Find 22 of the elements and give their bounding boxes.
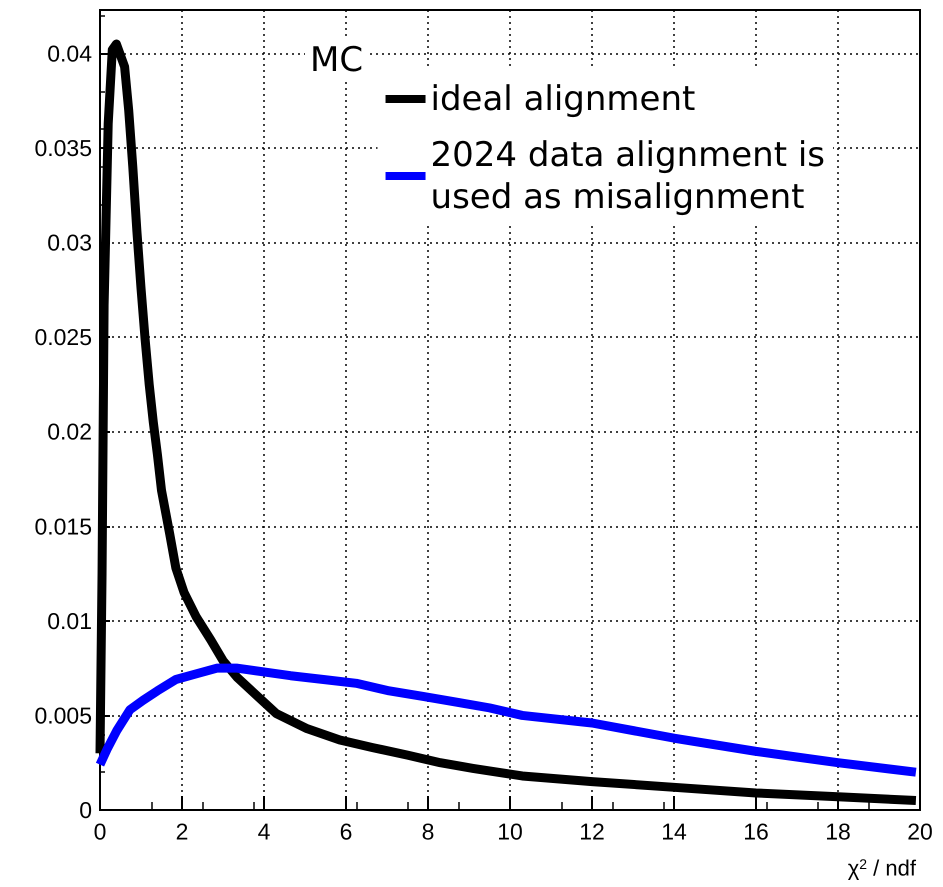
legend-label: ideal alignment [430, 79, 696, 119]
legend-label: 2024 data alignment is used as misalignment [430, 135, 826, 217]
x-tick-label: 18 [825, 818, 851, 844]
x-tick-label: 4 [258, 818, 271, 844]
y-tick-label: 0.02 [47, 418, 92, 445]
y-tick-label: 0.01 [47, 608, 92, 634]
y-tick-label: 0.03 [47, 230, 92, 256]
y-tick-label: 0.035 [34, 135, 92, 162]
legend-title: MC [310, 40, 364, 80]
x-tick-label: 14 [661, 818, 687, 844]
x-tick-label: 6 [340, 818, 352, 844]
y-tick-label: 0.025 [34, 324, 92, 350]
x-tick-label: 20 [907, 818, 933, 844]
x-tick-label: 2 [176, 818, 188, 844]
y-tick-label: 0.04 [47, 40, 92, 66]
x-tick-label: 12 [579, 818, 605, 844]
x-tick-label: 10 [497, 818, 523, 844]
x-tick-label: 16 [743, 818, 769, 844]
x-tick-label: 8 [422, 818, 434, 844]
y-tick-label: 0.005 [34, 702, 92, 728]
y-tick-label: 0 [79, 797, 92, 823]
y-tick-label: 0.015 [34, 513, 92, 540]
